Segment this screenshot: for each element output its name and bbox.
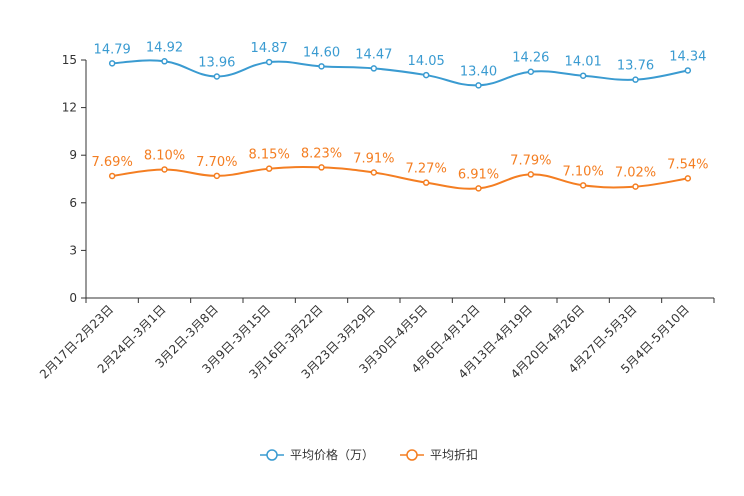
data-label: 14.87 xyxy=(251,41,288,56)
data-point[interactable] xyxy=(108,172,116,180)
data-label: 6.91% xyxy=(458,167,499,182)
data-label: 8.10% xyxy=(144,148,185,163)
data-label: 7.69% xyxy=(92,155,133,170)
data-label: 14.01 xyxy=(565,55,602,70)
data-label: 7.54% xyxy=(667,157,708,172)
data-point[interactable] xyxy=(684,175,692,182)
y-tick-label: 6 xyxy=(69,196,77,210)
data-label: 7.02% xyxy=(615,166,656,181)
data-point[interactable] xyxy=(213,73,221,80)
y-tick-label: 9 xyxy=(69,148,77,162)
series-layer xyxy=(108,58,692,192)
y-tick-label: 12 xyxy=(62,101,77,115)
data-label: 14.60 xyxy=(303,45,340,60)
data-label: 7.91% xyxy=(353,151,394,166)
data-point[interactable] xyxy=(213,172,221,180)
data-point[interactable] xyxy=(161,58,168,65)
data-point[interactable] xyxy=(161,166,168,173)
data-label: 7.79% xyxy=(510,153,551,168)
data-point[interactable] xyxy=(475,185,482,192)
legend-item-1[interactable]: 平均折扣 xyxy=(400,447,478,462)
y-tick-label: 0 xyxy=(69,291,77,305)
data-point[interactable] xyxy=(632,76,639,83)
data-point[interactable] xyxy=(422,179,430,186)
legend-marker-icon xyxy=(266,449,278,461)
data-label: 14.47 xyxy=(355,47,392,62)
data-label: 7.70% xyxy=(196,155,237,170)
legend-label: 平均折扣 xyxy=(430,447,478,462)
data-point[interactable] xyxy=(527,68,535,75)
data-label: 14.05 xyxy=(408,54,445,69)
legend-label: 平均价格（万） xyxy=(290,447,374,462)
series-line-0 xyxy=(112,59,689,87)
data-point[interactable] xyxy=(265,165,273,172)
data-label: 8.23% xyxy=(301,146,342,161)
data-point[interactable] xyxy=(265,58,273,66)
data-label: 14.26 xyxy=(512,51,549,66)
legend-item-0[interactable]: 平均价格（万） xyxy=(260,447,374,462)
data-label: 14.34 xyxy=(669,49,706,64)
data-label: 7.10% xyxy=(563,164,604,179)
data-label: 14.92 xyxy=(146,40,183,55)
data-point[interactable] xyxy=(527,171,535,178)
data-point[interactable] xyxy=(370,65,378,72)
data-point[interactable] xyxy=(108,60,116,67)
data-point[interactable] xyxy=(422,71,430,79)
y-tick-label: 3 xyxy=(69,243,77,257)
legend-marker-icon xyxy=(406,449,418,461)
data-point[interactable] xyxy=(579,182,587,189)
data-label: 13.40 xyxy=(460,64,497,79)
series-line-1 xyxy=(112,166,688,190)
legend: 平均价格（万） 平均折扣 xyxy=(260,447,478,462)
data-labels: 14.79 14.92 13.96 14.87 14.60 14.47 14.05 13.40… xyxy=(92,40,709,182)
data-point[interactable] xyxy=(318,63,325,70)
y-tick-label: 15 xyxy=(62,53,77,67)
data-label: 14.79 xyxy=(94,42,131,57)
data-label: 13.76 xyxy=(617,59,654,74)
data-point[interactable] xyxy=(579,72,587,79)
data-point[interactable] xyxy=(475,82,482,89)
data-label: 8.15% xyxy=(249,148,290,163)
data-label: 13.96 xyxy=(198,56,235,71)
data-point[interactable] xyxy=(370,169,378,176)
data-label: 7.27% xyxy=(406,162,447,177)
data-point[interactable] xyxy=(632,183,639,190)
axes: 036912152月17日-2月23日2月24日-3月1日3月2日-3月8日3月… xyxy=(37,53,715,382)
data-point[interactable] xyxy=(684,67,692,74)
data-point[interactable] xyxy=(318,164,325,171)
